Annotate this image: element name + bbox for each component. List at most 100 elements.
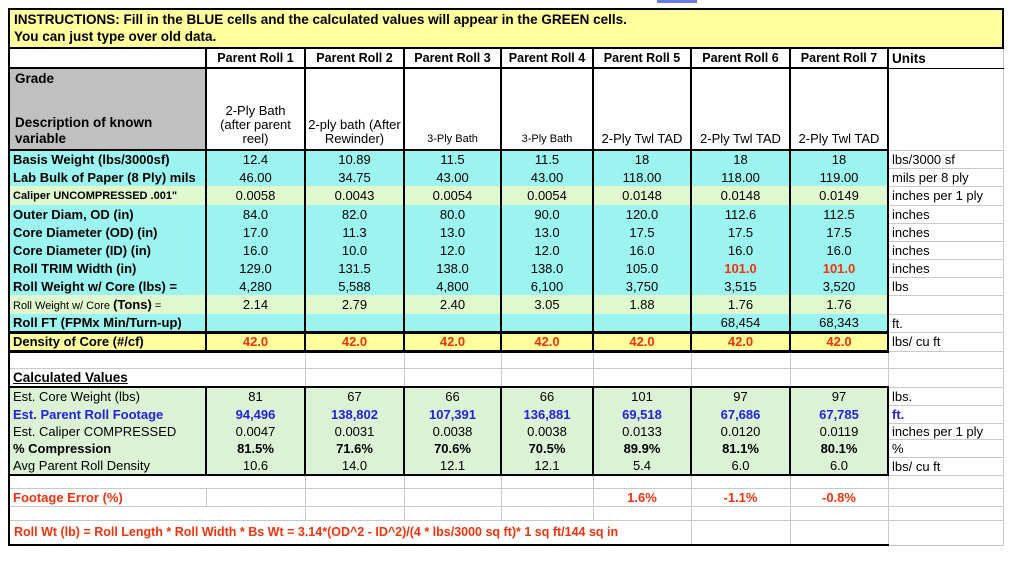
- column-header-cell[interactable]: Parent Roll 5: [592, 47, 692, 69]
- value-cell[interactable]: 3,750: [592, 277, 692, 295]
- value-cell[interactable]: -1.1%: [691, 488, 791, 507]
- value-cell[interactable]: 3,520: [789, 277, 889, 295]
- spacer-cell[interactable]: [501, 475, 594, 489]
- spacer-cell[interactable]: [790, 520, 889, 546]
- grade-value-cell[interactable]: 2-Ply Twl TAD: [592, 68, 692, 151]
- value-cell[interactable]: 1.76: [690, 295, 791, 314]
- value-cell[interactable]: 17.5: [690, 223, 791, 241]
- value-cell[interactable]: 6.0: [690, 457, 791, 476]
- value-cell[interactable]: 0.0047: [205, 423, 306, 439]
- value-cell[interactable]: 66: [403, 386, 502, 405]
- value-cell[interactable]: 71.6%: [304, 439, 405, 457]
- value-cell[interactable]: 112.5: [789, 205, 889, 223]
- spacer-cell[interactable]: [305, 351, 405, 369]
- spacer-cell[interactable]: [593, 368, 692, 387]
- spacer-cell[interactable]: [691, 506, 791, 521]
- row-label-cell[interactable]: Est. Core Weight (lbs): [8, 386, 207, 405]
- unit-cell[interactable]: lbs/3000 sf: [888, 150, 1004, 169]
- spacer-cell[interactable]: [305, 368, 405, 387]
- calc-header-cell[interactable]: Calculated Values: [8, 368, 206, 387]
- value-cell[interactable]: 112.6: [690, 205, 791, 223]
- row-label-cell[interactable]: Roll Weight w/ Core (lbs) =: [8, 277, 207, 295]
- value-cell[interactable]: 105.0: [592, 259, 692, 277]
- spacer-cell[interactable]: [593, 506, 692, 521]
- value-cell[interactable]: 66: [500, 386, 594, 405]
- unit-cell[interactable]: inches per 1 ply: [888, 186, 1004, 206]
- value-cell[interactable]: [500, 314, 594, 332]
- unit-cell[interactable]: ft.: [888, 314, 1004, 333]
- value-cell[interactable]: 16.0: [789, 241, 889, 259]
- value-cell[interactable]: 10.89: [304, 150, 405, 168]
- spacer-cell[interactable]: [404, 506, 502, 521]
- unit-cell[interactable]: inches: [888, 205, 1004, 224]
- hyperlink-fragment[interactable]: [657, 0, 697, 3]
- grade-label-cell[interactable]: Grade Description of known variable: [8, 68, 207, 151]
- row-label-cell[interactable]: Lab Bulk of Paper (8 Ply) mils: [8, 168, 207, 186]
- value-cell[interactable]: 0.0054: [500, 186, 594, 205]
- value-cell[interactable]: 3,515: [690, 277, 791, 295]
- value-cell[interactable]: 43.00: [500, 168, 594, 186]
- value-cell[interactable]: 12.0: [403, 241, 502, 259]
- value-cell[interactable]: 14.0: [304, 457, 405, 476]
- unit-cell[interactable]: inches per 1 ply: [888, 423, 1004, 440]
- row-label-cell[interactable]: Caliper UNCOMPRESSED .001": [8, 186, 207, 205]
- value-cell[interactable]: 70.6%: [403, 439, 502, 457]
- value-cell[interactable]: 81.1%: [690, 439, 791, 457]
- value-cell[interactable]: 12.1: [403, 457, 502, 476]
- unit-cell[interactable]: %: [888, 439, 1004, 458]
- spacer-cell[interactable]: [691, 368, 791, 387]
- value-cell[interactable]: [206, 488, 306, 507]
- value-cell[interactable]: 42.0: [403, 330, 502, 353]
- spacer-cell[interactable]: [501, 506, 594, 521]
- value-cell[interactable]: 80.0: [403, 205, 502, 223]
- spacer-cell[interactable]: [404, 368, 502, 387]
- value-cell[interactable]: 18: [592, 150, 692, 168]
- value-cell[interactable]: 42.0: [205, 330, 306, 353]
- value-cell[interactable]: 0.0031: [304, 423, 405, 439]
- spacer-cell[interactable]: [501, 351, 594, 369]
- value-cell[interactable]: 16.0: [205, 241, 306, 259]
- value-cell[interactable]: [305, 488, 405, 507]
- value-cell[interactable]: 69,518: [592, 405, 692, 423]
- value-cell[interactable]: 46.00: [205, 168, 306, 186]
- row-label-cell[interactable]: Est. Caliper COMPRESSED: [8, 423, 207, 439]
- grade-value-cell[interactable]: 2-ply bath (After Rewinder): [304, 68, 405, 151]
- instructions-banner-cell[interactable]: INSTRUCTIONS: Fill in the BLUE cells and…: [8, 8, 1004, 49]
- spacer-cell[interactable]: [593, 475, 692, 489]
- row-label-cell[interactable]: Roll Weight w/ Core (Tons) =: [8, 295, 207, 314]
- unit-cell[interactable]: mils per 8 ply: [888, 168, 1004, 187]
- value-cell[interactable]: 42.0: [500, 330, 594, 353]
- value-cell[interactable]: 10.0: [304, 241, 405, 259]
- spacer-cell[interactable]: [206, 475, 306, 489]
- value-cell[interactable]: 0.0120: [690, 423, 791, 439]
- value-cell[interactable]: 129.0: [205, 259, 306, 277]
- value-cell[interactable]: 0.0054: [403, 186, 502, 205]
- value-cell[interactable]: 16.0: [592, 241, 692, 259]
- spacer-cell[interactable]: [691, 351, 791, 369]
- value-cell[interactable]: 90.0: [500, 205, 594, 223]
- grade-value-cell[interactable]: 3-Ply Bath: [500, 68, 594, 151]
- value-cell[interactable]: 131.5: [304, 259, 405, 277]
- unit-cell[interactable]: ft.: [888, 405, 1004, 424]
- value-cell[interactable]: 97: [789, 386, 889, 405]
- value-cell[interactable]: 0.0119: [789, 423, 889, 439]
- value-cell[interactable]: 97: [690, 386, 791, 405]
- spacer-cell[interactable]: [790, 506, 889, 521]
- value-cell[interactable]: 43.00: [403, 168, 502, 186]
- value-cell[interactable]: 42.0: [592, 330, 692, 353]
- value-cell[interactable]: 138.0: [500, 259, 594, 277]
- value-cell[interactable]: 2.79: [304, 295, 405, 314]
- value-cell[interactable]: 101.0: [789, 259, 889, 277]
- value-cell[interactable]: 13.0: [403, 223, 502, 241]
- spacer-cell[interactable]: [691, 520, 791, 546]
- column-header-cell[interactable]: Parent Roll 4: [500, 47, 594, 69]
- spacer-cell[interactable]: [305, 475, 405, 489]
- column-header-cell[interactable]: Parent Roll 3: [403, 47, 502, 69]
- value-cell[interactable]: 118.00: [690, 168, 791, 186]
- value-cell[interactable]: 16.0: [690, 241, 791, 259]
- value-cell[interactable]: 0.0149: [789, 186, 889, 205]
- spacer-cell[interactable]: [888, 475, 1004, 489]
- unit-cell[interactable]: lbs: [888, 277, 1004, 296]
- spacer-cell[interactable]: [404, 475, 502, 489]
- value-cell[interactable]: 138.0: [403, 259, 502, 277]
